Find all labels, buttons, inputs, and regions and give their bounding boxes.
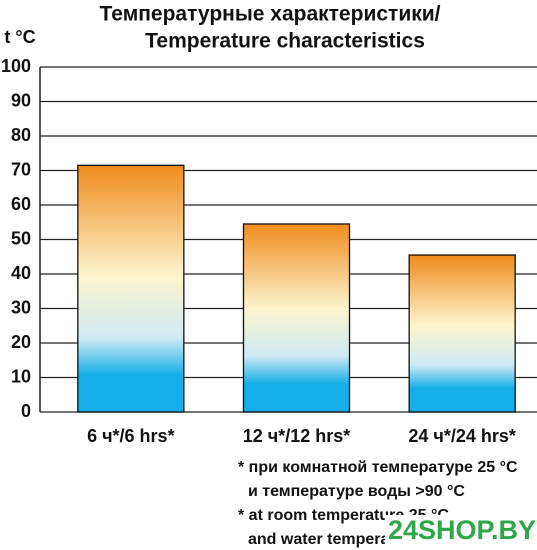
y-tick-label: 100 xyxy=(1,56,31,76)
footnote: * при комнатной температуре 25 °C xyxy=(238,459,518,476)
y-tick-label: 10 xyxy=(11,366,31,386)
y-tick-label: 0 xyxy=(21,401,31,421)
y-tick-label: 40 xyxy=(11,263,31,283)
y-tick-label: 50 xyxy=(11,228,31,248)
bar xyxy=(242,223,351,413)
chart-title: Температурные характеристики/ xyxy=(100,3,441,26)
y-tick-label: 20 xyxy=(11,332,31,352)
x-tick-label: 12 ч*/12 hrs* xyxy=(243,426,351,446)
bar xyxy=(408,254,516,413)
y-tick-label: 70 xyxy=(11,159,31,179)
watermark-bg xyxy=(385,515,537,547)
footnote: и температуре воды >90 °C xyxy=(248,483,465,500)
x-tick-label: 6 ч*/6 hrs* xyxy=(87,426,175,446)
bar xyxy=(77,164,185,413)
y-tick-label: 60 xyxy=(11,194,31,214)
y-tick-label: 30 xyxy=(11,297,31,317)
y-tick-label: 80 xyxy=(11,125,31,145)
y-tick-label: 90 xyxy=(11,90,31,110)
watermark: 24SHOP.BY xyxy=(388,515,536,545)
x-tick-label: 24 ч*/24 hrs* xyxy=(408,426,516,446)
chart-title: Temperature characteristics xyxy=(145,30,425,53)
y-axis-label: t °C xyxy=(4,27,35,47)
